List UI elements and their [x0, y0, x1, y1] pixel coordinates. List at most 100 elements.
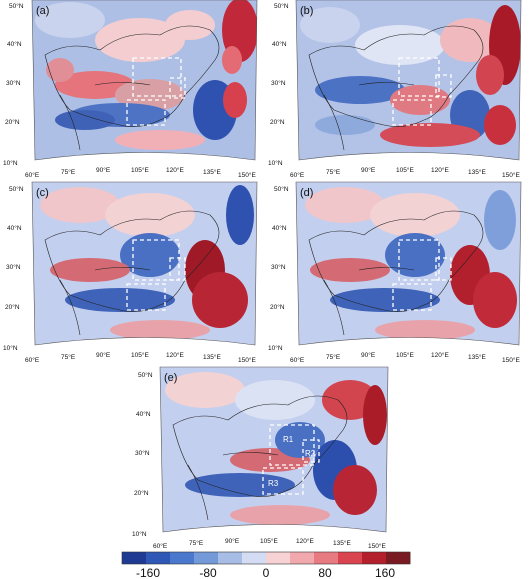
panel-d-field: [296, 182, 521, 345]
lat-tick: 10°N: [268, 344, 283, 352]
lon-tick: 150°E: [238, 356, 256, 364]
panel-e-lon-ticks: 60°E 75°E 90°E 105°E 120°E 135°E 150°E: [153, 537, 386, 550]
panel-c-lat-ticks: 10°N 20°N 30°N 40°N 50°N: [3, 185, 24, 352]
panel-d: (d) 10°N 20°N 30°N 40°N 50°N 60°E 75°E 9…: [268, 181, 522, 364]
region-r3: [262, 467, 304, 495]
lat-tick: 30°N: [135, 449, 150, 457]
lon-tick: 120°E: [166, 166, 184, 174]
panel-b-regions: [392, 57, 452, 126]
panel-b-lat-ticks: 10°N 20°N 30°N 40°N 50°N: [268, 2, 289, 167]
lat-tick: 40°N: [272, 40, 287, 48]
panel-c-field: [32, 182, 257, 345]
colorbar-swatch: [290, 552, 315, 564]
colorbar-swatch: [194, 552, 219, 564]
lat-tick: 40°N: [7, 40, 22, 48]
lat-tick: 50°N: [9, 2, 24, 10]
panel-a-field: [32, 0, 257, 160]
lat-tick: 50°N: [274, 2, 289, 10]
panel-e-borders: [172, 395, 348, 521]
lat-tick: 10°N: [132, 530, 147, 538]
lon-tick: 60°E: [290, 356, 305, 364]
panel-c-lon-ticks: 60°E 75°E 90°E 105°E 120°E 135°E 150°E: [25, 351, 256, 364]
panel-a-lat-ticks: 10°N 20°N 30°N 40°N 50°N: [3, 2, 24, 167]
colorbar-swatches: [122, 552, 411, 564]
colorbar-label: 80: [318, 566, 332, 579]
lon-tick: 90°E: [96, 166, 111, 174]
panel-a-label: (a): [36, 5, 49, 17]
lat-tick: 10°N: [268, 159, 283, 167]
panel-e-field: [160, 367, 388, 532]
panel-e-regions: [262, 424, 320, 495]
lon-tick: 90°E: [361, 166, 376, 174]
lon-tick: 75°E: [326, 168, 341, 176]
region-label-r1: R1: [283, 435, 294, 444]
region-label-r2: R2: [305, 449, 316, 458]
lon-tick: 90°E: [96, 351, 111, 359]
lon-tick: 60°E: [25, 171, 40, 179]
lat-tick: 50°N: [138, 371, 153, 379]
panel-a-lon-ticks: 60°E 75°E 90°E 105°E 120°E 135°E 150°E: [25, 166, 256, 179]
lon-tick: 150°E: [368, 542, 386, 550]
region-r1: [269, 424, 315, 466]
lon-tick: 75°E: [189, 539, 204, 547]
lat-tick: 20°N: [5, 118, 20, 126]
panel-e-label: (e): [164, 372, 177, 384]
lon-tick: 75°E: [61, 353, 76, 361]
colorbar-swatch: [314, 552, 339, 564]
lat-tick: 20°N: [5, 303, 20, 311]
panel-c-regions: [126, 239, 186, 311]
colorbar-swatch: [146, 552, 171, 564]
lon-tick: 105°E: [396, 351, 414, 359]
lon-tick: 105°E: [396, 166, 414, 174]
lat-tick: 50°N: [274, 185, 289, 193]
panel-a-regions: [126, 57, 186, 126]
lon-tick: 105°E: [131, 351, 149, 359]
lon-tick: 135°E: [203, 168, 221, 176]
panel-e-lat-ticks: 10°N 20°N 30°N 40°N 50°N: [132, 371, 153, 538]
lat-tick: 10°N: [3, 344, 18, 352]
region-label-r3: R3: [268, 479, 279, 488]
panel-b-lon-ticks: 60°E 75°E 90°E 105°E 120°E 135°E 150°E: [290, 166, 520, 179]
colorbar: -160 -80 0 80 160: [121, 551, 411, 579]
lon-tick: 60°E: [153, 542, 168, 550]
lon-tick: 135°E: [468, 168, 486, 176]
lat-tick: 50°N: [9, 185, 24, 193]
lat-tick: 30°N: [271, 263, 286, 271]
lon-tick: 120°E: [296, 537, 314, 545]
lat-tick: 40°N: [136, 410, 151, 418]
colorbar-label: 160: [375, 566, 395, 579]
panel-d-borders: [308, 210, 484, 336]
panel-d-lon-ticks: 60°E 75°E 90°E 105°E 120°E 135°E 150°E: [290, 351, 520, 364]
lon-tick: 120°E: [431, 166, 449, 174]
lon-tick: 150°E: [502, 356, 520, 364]
panel-e: R1 R2 R3 (e) 10°N 20°N 30°N 40°N 50°N 60…: [132, 366, 389, 550]
panel-a: (a) 10°N 20°N 30°N 40°N 50°N 60°E 75°E 9…: [3, 0, 258, 179]
colorbar-swatch: [266, 552, 291, 564]
lat-tick: 30°N: [6, 79, 21, 87]
colorbar-label: -80: [199, 566, 217, 579]
lon-tick: 135°E: [333, 539, 351, 547]
lon-tick: 60°E: [25, 356, 40, 364]
lon-tick: 135°E: [468, 353, 486, 361]
colorbar-label: 0: [263, 566, 270, 579]
lon-tick: 150°E: [502, 171, 520, 179]
lat-tick: 40°N: [272, 224, 287, 232]
lon-tick: 105°E: [260, 537, 278, 545]
lat-tick: 20°N: [270, 303, 285, 311]
panel-c-label: (c): [36, 187, 49, 199]
colorbar-swatch: [362, 552, 387, 564]
lat-tick: 20°N: [134, 489, 149, 497]
lon-tick: 90°E: [225, 537, 240, 545]
panel-b: (b) 10°N 20°N 30°N 40°N 50°N 60°E 75°E 9…: [268, 0, 522, 179]
lon-tick: 150°E: [238, 171, 256, 179]
lon-tick: 120°E: [431, 351, 449, 359]
panel-d-label: (d): [300, 187, 313, 199]
colorbar-swatch: [386, 552, 411, 564]
panel-c-borders: [44, 210, 220, 336]
lat-tick: 40°N: [7, 224, 22, 232]
panel-d-regions: [392, 239, 452, 311]
colorbar-swatch: [122, 552, 147, 564]
panel-b-field: [296, 0, 521, 160]
lon-tick: 135°E: [203, 353, 221, 361]
